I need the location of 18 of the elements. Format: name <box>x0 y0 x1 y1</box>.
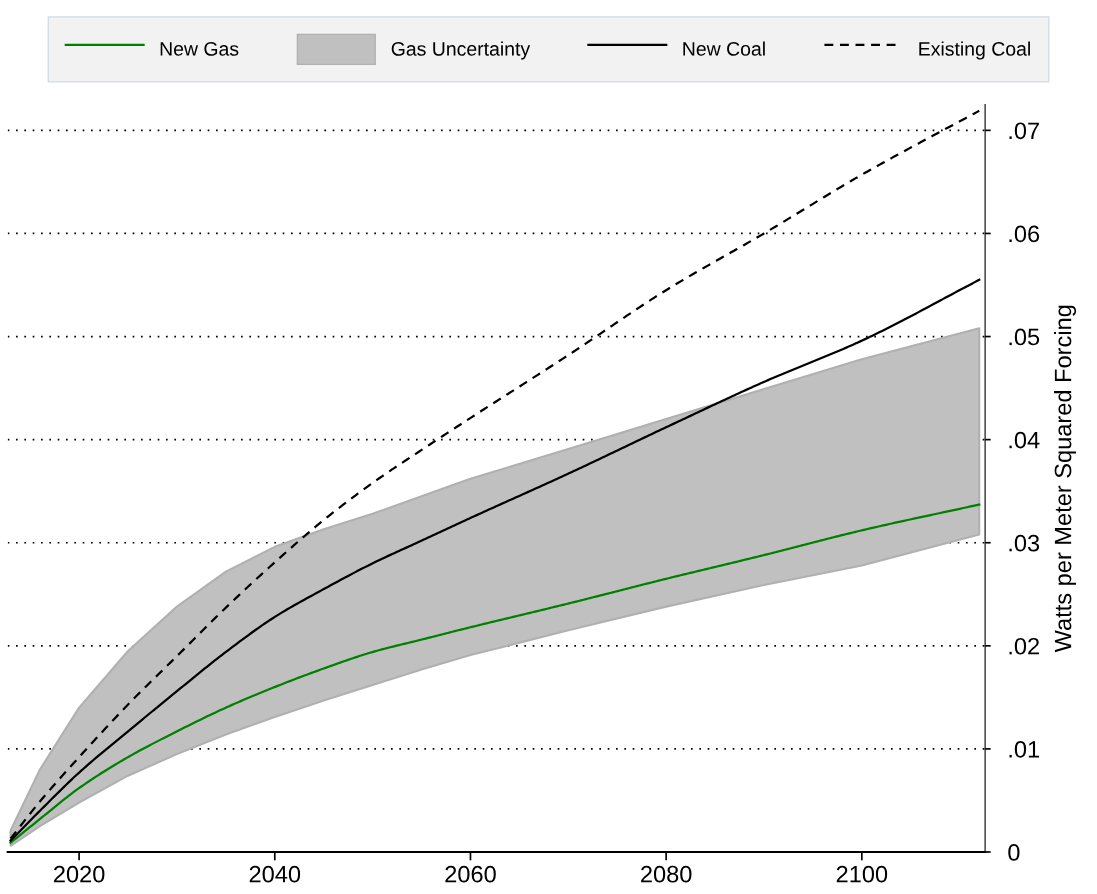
y-tick-label: .01 <box>1009 740 1039 758</box>
y-tick-label: .05 <box>1009 328 1040 346</box>
y-tick-label: .03 <box>1009 534 1040 552</box>
y-tick-label: .02 <box>1009 637 1039 655</box>
x-tick-label: 2100 <box>836 865 888 883</box>
x-tick-label: 2040 <box>249 865 301 883</box>
legend-label: New Gas <box>160 41 239 56</box>
y-tick-label: .06 <box>1009 225 1040 243</box>
legend-label: New Coal <box>683 41 765 56</box>
y-tick-label: 0 <box>1008 844 1020 861</box>
x-tick-label: 2080 <box>641 865 692 883</box>
legend-label: Existing Coal <box>919 41 1030 60</box>
x-tick-label: 2020 <box>54 865 105 883</box>
x-tick-label: 2060 <box>445 865 496 883</box>
y-axis-title: Watts per Meter Squared Forcing <box>1054 305 1077 653</box>
y-tick-label: .07 <box>1009 122 1039 140</box>
legend-label: Gas Uncertainty <box>391 41 531 60</box>
y-tick-label: .04 <box>1009 431 1040 449</box>
